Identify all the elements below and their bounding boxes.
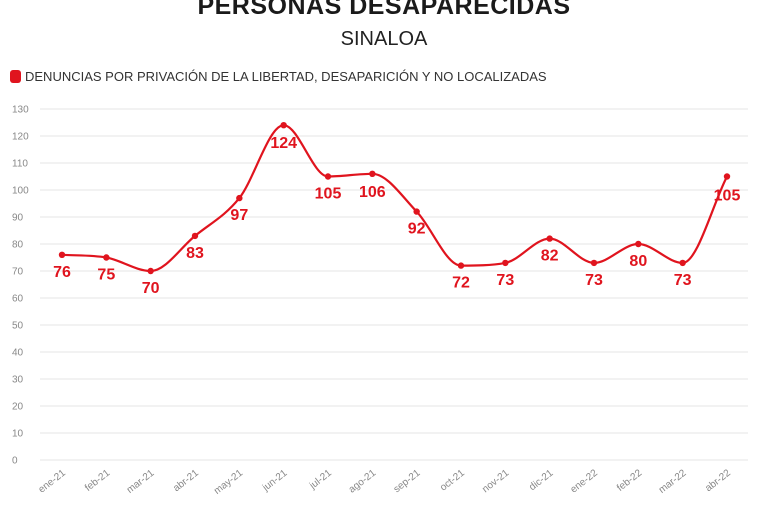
legend-label: DENUNCIAS POR PRIVACIÓN DE LA LIBERTAD, … [25,69,547,84]
y-tick-label: 90 [12,213,24,224]
y-tick-label: 130 [12,105,29,116]
data-point [147,267,154,275]
data-point [502,259,509,267]
data-point [280,122,287,129]
data-label: 76 [53,264,71,281]
legend-swatch [10,70,21,83]
data-label: 82 [541,248,559,265]
data-label: 75 [97,267,115,284]
y-tick-label: 30 [12,375,24,386]
y-tick-label: 20 [12,402,24,413]
x-tick-label: abr-21 [171,467,201,494]
series-line [61,124,728,273]
data-label: 83 [186,245,204,262]
data-point [324,173,332,180]
y-tick-label: 70 [12,267,24,278]
y-tick-label: 0 [12,456,18,467]
x-tick-label: mar-22 [657,467,689,495]
data-label: 105 [714,188,741,205]
data-point [635,240,642,248]
data-point [679,259,686,267]
data-point [546,235,553,242]
x-tick-label: may-21 [212,467,245,496]
y-tick-label: 110 [12,159,28,170]
x-tick-label: sep-21 [392,467,423,495]
y-tick-label: 100 [12,186,29,197]
data-label: 80 [629,253,647,270]
y-tick-label: 120 [12,132,29,143]
data-label: 106 [359,184,386,201]
chart-subtitle: SINALOA [340,28,428,50]
chart-title: PERSONAS DESAPARECIDAS [197,0,571,20]
data-label: 97 [230,207,248,224]
y-tick-label: 10 [12,429,24,440]
y-tick-label: 60 [12,294,24,305]
data-point [457,262,465,269]
data-label: 73 [674,272,692,289]
data-label: 92 [408,221,426,238]
data-label: 73 [585,272,603,289]
x-tick-label: ene-21 [37,467,69,495]
y-tick-label: 40 [12,348,24,359]
data-point [590,259,598,267]
data-point [413,208,420,215]
data-point [723,173,731,180]
y-tick-label: 80 [12,240,24,251]
data-point [369,170,376,177]
y-tick-label: 50 [12,321,24,332]
data-point [191,232,199,240]
legend: DENUNCIAS POR PRIVACIÓN DE LA LIBERTAD, … [10,69,547,84]
data-point [58,251,66,258]
x-tick-label: jun-21 [260,467,290,494]
x-tick-label: nov-21 [480,467,511,495]
x-tick-label: abr-22 [703,467,733,494]
x-tick-label: feb-22 [615,467,644,493]
x-tick-label: feb-21 [83,467,112,493]
x-tick-label: oct-21 [438,467,467,493]
x-tick-label: mar-21 [125,467,157,495]
data-label: 72 [452,275,470,292]
data-label: 105 [315,186,342,203]
x-tick-label: dic-21 [527,467,556,493]
x-tick-label: ago-21 [347,467,379,495]
data-point [236,194,243,202]
x-tick-label: ene-22 [569,467,601,495]
x-tick-label: jul-21 [307,467,334,492]
data-point [103,254,110,261]
data-label: 124 [270,135,297,152]
data-label: 73 [496,272,514,289]
data-label: 70 [142,280,160,297]
